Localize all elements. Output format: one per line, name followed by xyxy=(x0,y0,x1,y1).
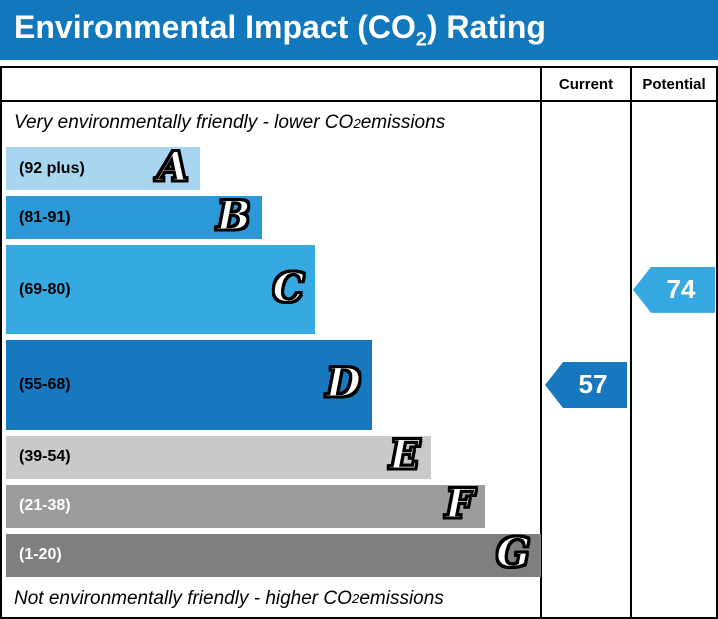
bottom-note: Not environmentally friendly - higher CO… xyxy=(14,587,444,609)
current-column-cell xyxy=(540,530,630,580)
band-bar-cell: (92 plus) A xyxy=(2,144,540,193)
rating-bands: (92 plus) A (81-91) B (69-80) C 74 (55-68) D 57 (3… xyxy=(2,144,716,580)
potential-column-cell xyxy=(630,432,716,482)
potential-column-cell xyxy=(630,481,716,531)
band-range-label: (1-20) xyxy=(19,546,62,564)
band-bar-cell: (55-68) D xyxy=(2,337,540,432)
band-row-D: (55-68) D 57 xyxy=(2,337,716,433)
band-letter: F xyxy=(444,480,474,528)
band-bar-cell: (81-91) B xyxy=(2,193,540,242)
band-letter: E xyxy=(389,431,421,479)
potential-column-cell xyxy=(630,580,716,617)
band-row-E: (39-54) E xyxy=(2,432,716,482)
band-bar-C: (69-80) C xyxy=(6,245,316,335)
band-row-A: (92 plus) A xyxy=(2,144,716,194)
band-bar-F: (21-38) F xyxy=(6,480,485,528)
current-column-cell xyxy=(540,481,630,531)
potential-column-cell xyxy=(630,144,716,194)
potential-rating-value: 74 xyxy=(666,274,696,305)
band-letter: B xyxy=(216,192,252,240)
current-column-cell xyxy=(540,102,630,144)
current-rating-value: 57 xyxy=(578,369,608,400)
bottom-note-row: Not environmentally friendly - higher CO… xyxy=(2,580,716,617)
potential-rating-arrow: 74 xyxy=(633,266,715,313)
band-range-label: (21-38) xyxy=(19,497,71,515)
potential-column-cell xyxy=(630,337,716,433)
band-range-label: (69-80) xyxy=(19,280,71,298)
band-range-label: (39-54) xyxy=(19,448,71,466)
band-range-label: (92 plus) xyxy=(19,159,85,177)
bottom-note-cell: Not environmentally friendly - higher CO… xyxy=(2,580,540,617)
column-header-row: Current Potential xyxy=(2,68,716,102)
current-column-header: Current xyxy=(540,68,630,100)
potential-column-cell xyxy=(630,530,716,580)
potential-column-header: Potential xyxy=(630,68,716,100)
top-note: Very environmentally friendly - lower CO… xyxy=(14,112,446,133)
current-column-cell xyxy=(540,432,630,482)
current-rating-arrow: 57 xyxy=(545,361,627,408)
potential-column-cell: 74 xyxy=(630,242,716,338)
current-column-cell xyxy=(540,193,630,243)
band-letter: G xyxy=(495,529,531,577)
top-note-row: Very environmentally friendly - lower CO… xyxy=(2,102,716,144)
potential-column-cell xyxy=(630,193,716,243)
band-bar-D: (55-68) D xyxy=(6,340,372,430)
band-row-B: (81-91) B xyxy=(2,193,716,243)
co2-rating-chart: Current Potential Very environmentally f… xyxy=(0,66,718,619)
page-title: Environmental Impact (CO2) Rating xyxy=(14,8,546,51)
band-row-C: (69-80) C 74 xyxy=(2,242,716,338)
current-column-cell xyxy=(540,144,630,194)
band-row-G: (1-20) G xyxy=(2,529,716,580)
band-row-F: (21-38) F xyxy=(2,481,716,531)
band-bar-cell: (69-80) C xyxy=(2,242,540,337)
band-bar-cell: (21-38) F xyxy=(2,482,540,531)
current-column-cell xyxy=(540,580,630,617)
band-bar-B: (81-91) B xyxy=(6,192,262,240)
current-column-cell: 57 xyxy=(540,337,630,433)
band-letter: D xyxy=(325,359,362,407)
band-bar-E: (39-54) E xyxy=(6,431,432,479)
potential-column-cell xyxy=(630,102,716,144)
band-bar-G: (1-20) G xyxy=(6,529,542,577)
top-note-cell: Very environmentally friendly - lower CO… xyxy=(2,102,540,144)
band-bar-cell: (1-20) G xyxy=(2,529,542,580)
title-bar: Environmental Impact (CO2) Rating xyxy=(0,0,718,60)
band-bar-cell: (39-54) E xyxy=(2,433,540,482)
band-letter: C xyxy=(272,264,306,312)
title-subscript: 2 xyxy=(415,28,427,51)
band-range-label: (55-68) xyxy=(19,375,71,393)
band-range-label: (81-91) xyxy=(19,208,71,226)
band-letter: A xyxy=(157,142,190,190)
current-column-cell xyxy=(540,242,630,338)
header-spacer xyxy=(2,68,540,100)
band-bar-A: (92 plus) A xyxy=(6,142,200,191)
